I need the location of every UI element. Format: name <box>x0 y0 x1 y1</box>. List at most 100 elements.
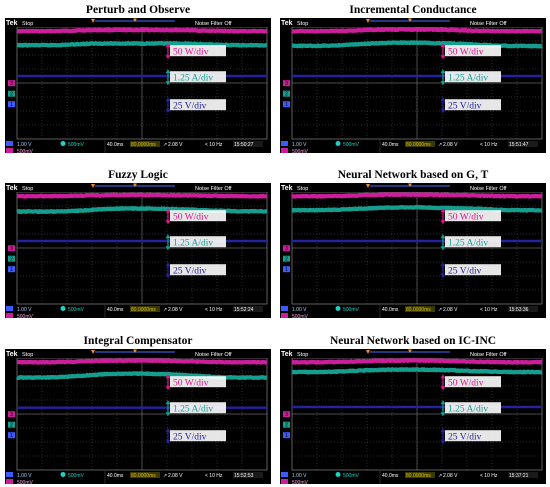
trace-power <box>290 192 544 199</box>
scope-screen: Tek Stop Noise Filter Off 3 2 1 50 W/div 1.25 A… <box>5 18 271 153</box>
frequency-readout: < 10 Hz <box>205 307 223 313</box>
channel-marker <box>283 245 290 252</box>
channel-marker <box>8 245 15 252</box>
trigger-pos-box <box>405 141 435 147</box>
scale-label-bg <box>170 430 226 442</box>
orange-marker <box>91 350 95 354</box>
scope-panel: Neural Network based on IC-INC Tek Stop Noi… <box>280 333 546 484</box>
scale-label-voltage: 25 V/div <box>173 433 207 443</box>
scale-arrow-head <box>440 81 446 86</box>
channel-marker <box>8 90 15 97</box>
ch3-scale: 500mV <box>292 480 309 484</box>
scale-arrow-head <box>165 274 171 279</box>
scope-screen: Tek Stop Noise Filter Off 3 2 1 50 W/div 1.25 A… <box>5 183 271 318</box>
timebase: 40.0ms <box>107 307 124 313</box>
panel-title: Neural Network based on IC-INC <box>329 335 497 347</box>
noise-filter-label: Noise Filter Off <box>195 186 232 192</box>
trace-current <box>290 367 544 375</box>
channel-marker-label: 2 <box>10 423 13 429</box>
channel-marker-label: 1 <box>285 102 288 108</box>
noise-filter-label: Noise Filter Off <box>470 352 507 358</box>
frequency-readout: < 10 Hz <box>480 473 498 479</box>
frequency-readout: < 10 Hz <box>205 473 223 479</box>
panel-title: Neural Network based on G, T <box>337 169 489 181</box>
scale-label-voltage: 25 V/div <box>173 267 207 277</box>
ch3-scale: 500mV <box>17 480 34 484</box>
scale-arrow-head <box>165 374 171 379</box>
ch2-scale: 500mV <box>343 307 360 313</box>
ch2-badge <box>335 472 341 477</box>
scale-arrow-head <box>165 43 171 48</box>
run-state: Stop <box>297 186 308 192</box>
trigger-pos-marker <box>408 349 412 353</box>
trigger-position: 80.0000ms <box>406 142 431 148</box>
scale-label-power: 50 W/div <box>448 213 484 223</box>
scale-label-bg <box>445 45 501 57</box>
channel-marker <box>8 80 15 87</box>
orange-marker <box>366 19 370 23</box>
channel-marker <box>283 255 290 262</box>
scale-label-current: 1.25 A/div <box>448 74 488 84</box>
channel-marker-label: 3 <box>10 246 13 252</box>
scope-display: Tek Stop Noise Filter Off 3 2 1 50 W/div 1.25 A… <box>280 18 546 153</box>
scale-label-bg <box>445 99 501 111</box>
channel-marker-label: 1 <box>285 433 288 439</box>
trigger-pos-box <box>405 306 435 312</box>
ch2-badge <box>335 306 341 311</box>
status-bar <box>5 183 271 192</box>
scale-arrow-head <box>165 109 171 114</box>
brand-label: Tek <box>6 185 18 192</box>
orange-marker <box>91 184 95 188</box>
trigger-pos-marker <box>133 183 137 187</box>
trigger-position: 80.0000ms <box>406 473 431 479</box>
status-bar <box>5 349 271 358</box>
channel-marker <box>283 411 290 418</box>
timestamp-box <box>508 472 538 478</box>
timestamp-box <box>508 141 538 147</box>
ch1-badge <box>281 306 288 311</box>
scale-label-bg <box>170 45 226 57</box>
noise-filter-label: Noise Filter Off <box>470 21 507 27</box>
scale-arrow-head <box>440 234 446 239</box>
trigger-position: 80.0000ms <box>131 307 156 313</box>
trigger-position: 80.0000ms <box>131 473 156 479</box>
scope-screen: Tek Stop Noise Filter Off 3 2 1 50 W/div 1.25 A… <box>280 183 546 318</box>
noise-filter-label: Noise Filter Off <box>195 21 232 27</box>
channel-marker <box>8 255 15 262</box>
timebase: 40.0ms <box>107 142 124 148</box>
trigger-level: 2.08 V <box>168 307 183 313</box>
panel-title: Incremental Conductance <box>349 4 477 16</box>
trace-power <box>15 192 269 199</box>
scale-label-bg <box>445 402 501 414</box>
ch3-scale: 500mV <box>292 314 309 318</box>
ch1-scale: 1.00 V <box>17 307 32 313</box>
scale-arrow-head <box>165 81 171 86</box>
ch3-scale: 500mV <box>17 314 34 318</box>
panel-title: Fuzzy Logic <box>108 169 168 181</box>
channel-marker-label: 3 <box>285 246 288 252</box>
channel-marker-label: 2 <box>285 257 288 263</box>
scale-arrow-head <box>165 220 171 225</box>
ch3-badge <box>6 148 13 153</box>
scale-label-bg <box>445 264 501 276</box>
timebase: 40.0ms <box>382 142 399 148</box>
ch2-scale: 500mV <box>343 473 360 479</box>
scale-arrow-head <box>440 109 446 114</box>
trace-power <box>290 358 544 365</box>
trigger-pos-marker <box>408 18 412 22</box>
trigger-level: 2.08 V <box>443 307 458 313</box>
ch2-badge <box>60 472 66 477</box>
ch3-badge <box>6 479 13 484</box>
ch1-badge <box>281 141 288 146</box>
channel-marker-label: 2 <box>285 423 288 429</box>
scale-arrow-head <box>440 386 446 391</box>
scale-label-voltage: 25 V/div <box>448 267 482 277</box>
channel-marker <box>283 80 290 87</box>
scale-label-power: 50 W/div <box>448 48 484 58</box>
scale-arrow-head <box>165 69 171 74</box>
trigger-level: 2.08 V <box>168 142 183 148</box>
frequency-readout: < 10 Hz <box>205 142 223 148</box>
scope-screen: Tek Stop Noise Filter Off 3 2 1 50 W/div 1.25 A… <box>280 18 546 153</box>
channel-marker <box>283 266 290 273</box>
scale-label-bg <box>445 71 501 83</box>
